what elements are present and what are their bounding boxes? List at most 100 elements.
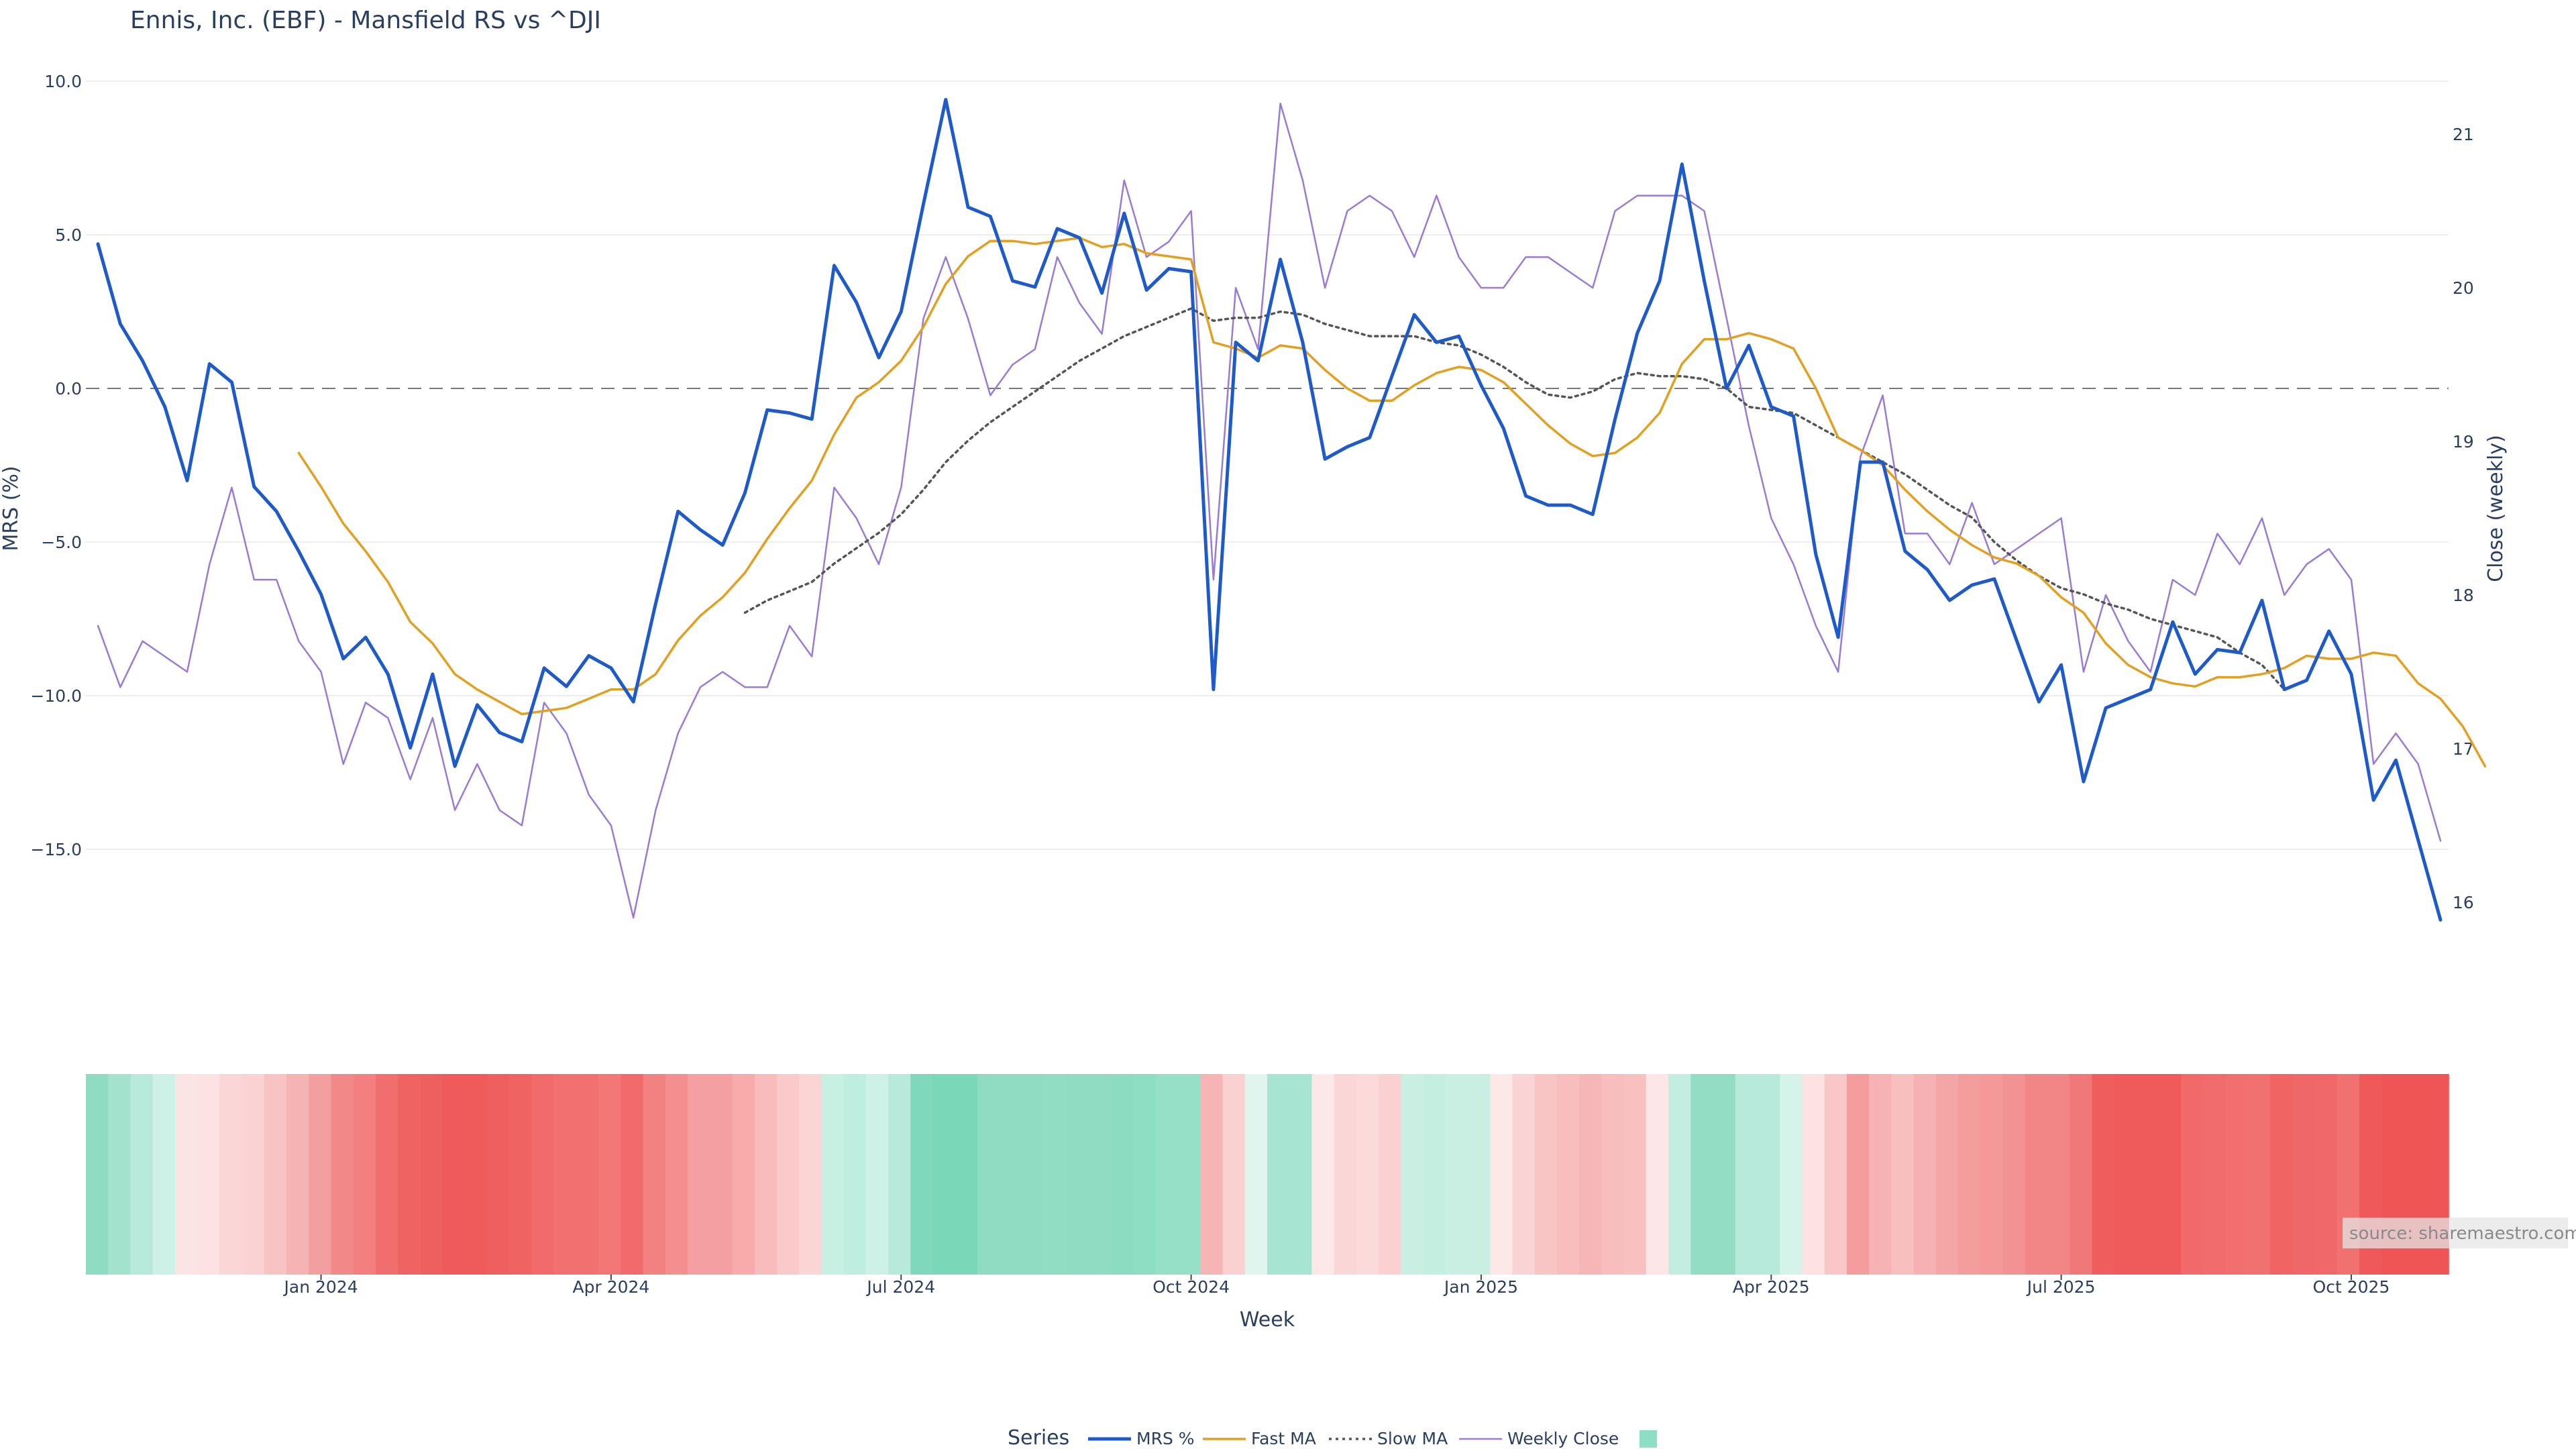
heatmap-cell: [1022, 1074, 1045, 1275]
heatmap-cell: [286, 1074, 310, 1275]
heatmap-cell: [643, 1074, 666, 1275]
heatmap-cell: [2092, 1074, 2115, 1275]
heatmap-cell: [1512, 1074, 1536, 1275]
heatmap-cell: [1757, 1074, 1781, 1275]
heatmap-cell: [1980, 1074, 2004, 1275]
source-annotation: source: sharemaestro.com: [2343, 1218, 2576, 1248]
heatmap-cell: [1111, 1074, 1134, 1275]
heatmap-cell: [1668, 1074, 1692, 1275]
heatmap-cell: [1044, 1074, 1067, 1275]
x-tick-label: Jul 2024: [865, 1277, 935, 1297]
heatmap-cell: [1935, 1074, 1959, 1275]
heatmap-cell: [1401, 1074, 1424, 1275]
legend-title: Series: [1008, 1426, 1069, 1449]
heatmap-cell: [375, 1074, 398, 1275]
heatmap-cell: [174, 1074, 198, 1275]
heatmap-cell: [2225, 1074, 2249, 1275]
heatmap-cell: [2159, 1074, 2182, 1275]
heatmap-cell: [1200, 1074, 1224, 1275]
heatmap-cell: [1379, 1074, 1402, 1275]
heatmap-cell: [442, 1074, 466, 1275]
heatmap-cell: [1000, 1074, 1023, 1275]
heatmap-cell: [509, 1074, 533, 1275]
heatmap-cell: [2292, 1074, 2316, 1275]
heatmap-cell: [1579, 1074, 1603, 1275]
heatmap-cell: [688, 1074, 711, 1275]
x-tick-label: Apr 2024: [573, 1277, 650, 1297]
heatmap-cell: [754, 1074, 777, 1275]
heatmap-cell: [2070, 1074, 2093, 1275]
y-left-ticks: 10.0 5.0 0.0 −5.0 −10.0 −15.0: [30, 72, 82, 859]
heatmap-cell: [130, 1074, 154, 1275]
heatmap-cell: [1356, 1074, 1379, 1275]
heatmap-cell: [152, 1074, 176, 1275]
heatmap-cell: [2136, 1074, 2159, 1275]
heatmap-cell: [2270, 1074, 2294, 1275]
heatmap-cell: [2247, 1074, 2271, 1275]
heatmap-cell: [1824, 1074, 1847, 1275]
heatmap-cell: [1556, 1074, 1580, 1275]
x-tick-label: Jul 2025: [2026, 1277, 2096, 1297]
x-tick-label: Jan 2025: [1443, 1277, 1518, 1297]
series-line-weekly-close: [97, 102, 2442, 919]
legend: Series MRS % Fast MA Slow MA Weekly Close: [1008, 1426, 1657, 1449]
heatmap-cell: [2181, 1074, 2204, 1275]
heatmap-cell: [108, 1074, 131, 1275]
y-left-tick-label: 10.0: [44, 72, 82, 91]
y-left-tick-label: −15.0: [30, 840, 82, 859]
legend-label: Fast MA: [1251, 1429, 1316, 1448]
heatmap-cell: [955, 1074, 978, 1275]
heatmap-cell: [1222, 1074, 1246, 1275]
heatmap-cell: [464, 1074, 488, 1275]
x-tick-label: Jan 2024: [283, 1277, 358, 1297]
series-line-fast-ma: [297, 236, 2487, 768]
heatmap-cell: [420, 1074, 443, 1275]
heatmap-cell: [1623, 1074, 1647, 1275]
heatmap-cell: [1802, 1074, 1825, 1275]
heatmap-cell: [1534, 1074, 1558, 1275]
heatmap-cell: [732, 1074, 755, 1275]
legend-heatmap-swatch: [1640, 1430, 1657, 1448]
heatmap-cell: [1869, 1074, 1892, 1275]
x-tick-label: Oct 2025: [2313, 1277, 2390, 1297]
heatmap-cell: [1133, 1074, 1157, 1275]
y-left-tick-label: −5.0: [41, 533, 82, 552]
heatmap-cell: [1066, 1074, 1089, 1275]
legend-label: Weekly Close: [1507, 1429, 1619, 1448]
heatmap-cell: [821, 1074, 845, 1275]
heatmap-cell: [1646, 1074, 1669, 1275]
heatmap-cell: [777, 1074, 800, 1275]
heatmap-cell: [1311, 1074, 1335, 1275]
y-right-ticks: 21 20 19 18 17 16: [2453, 125, 2474, 912]
heatmap-cell: [264, 1074, 287, 1275]
heatmap-cell: [710, 1074, 733, 1275]
heatmap-cell: [331, 1074, 354, 1275]
heatmap-cell: [86, 1074, 109, 1275]
heatmap-cell: [197, 1074, 221, 1275]
x-ticks: Jan 2024 Apr 2024 Jul 2024 Oct 2024 Jan 2025…: [283, 1275, 2390, 1297]
y-left-tick-label: 0.0: [55, 379, 82, 398]
heatmap-cell: [398, 1074, 421, 1275]
heatmap-cell: [2025, 1074, 2048, 1275]
y-right-tick-label: 20: [2453, 278, 2474, 298]
heatmap-cell: [487, 1074, 511, 1275]
heatmap-cell: [1490, 1074, 1513, 1275]
heatmap-cell: [309, 1074, 332, 1275]
legend-label: Slow MA: [1377, 1429, 1448, 1448]
y-left-tick-label: 5.0: [55, 225, 82, 245]
heatmap-cell: [665, 1074, 688, 1275]
y-left-axis-title: MRS (%): [0, 466, 23, 551]
heatmap-cell: [2047, 1074, 2070, 1275]
heatmap-band: [86, 1074, 2449, 1275]
heatmap-cell: [576, 1074, 600, 1275]
heatmap-cell: [1334, 1074, 1357, 1275]
heatmap-cell: [1468, 1074, 1491, 1275]
chart-title: Ennis, Inc. (EBF) - Mansfield RS vs ^DJI: [130, 7, 601, 34]
y-right-tick-label: 19: [2453, 432, 2474, 451]
legend-label: MRS %: [1136, 1429, 1195, 1448]
heatmap-cell: [1445, 1074, 1468, 1275]
y-right-tick-label: 16: [2453, 893, 2474, 912]
heatmap-cell: [1089, 1074, 1112, 1275]
heatmap-cell: [843, 1074, 867, 1275]
